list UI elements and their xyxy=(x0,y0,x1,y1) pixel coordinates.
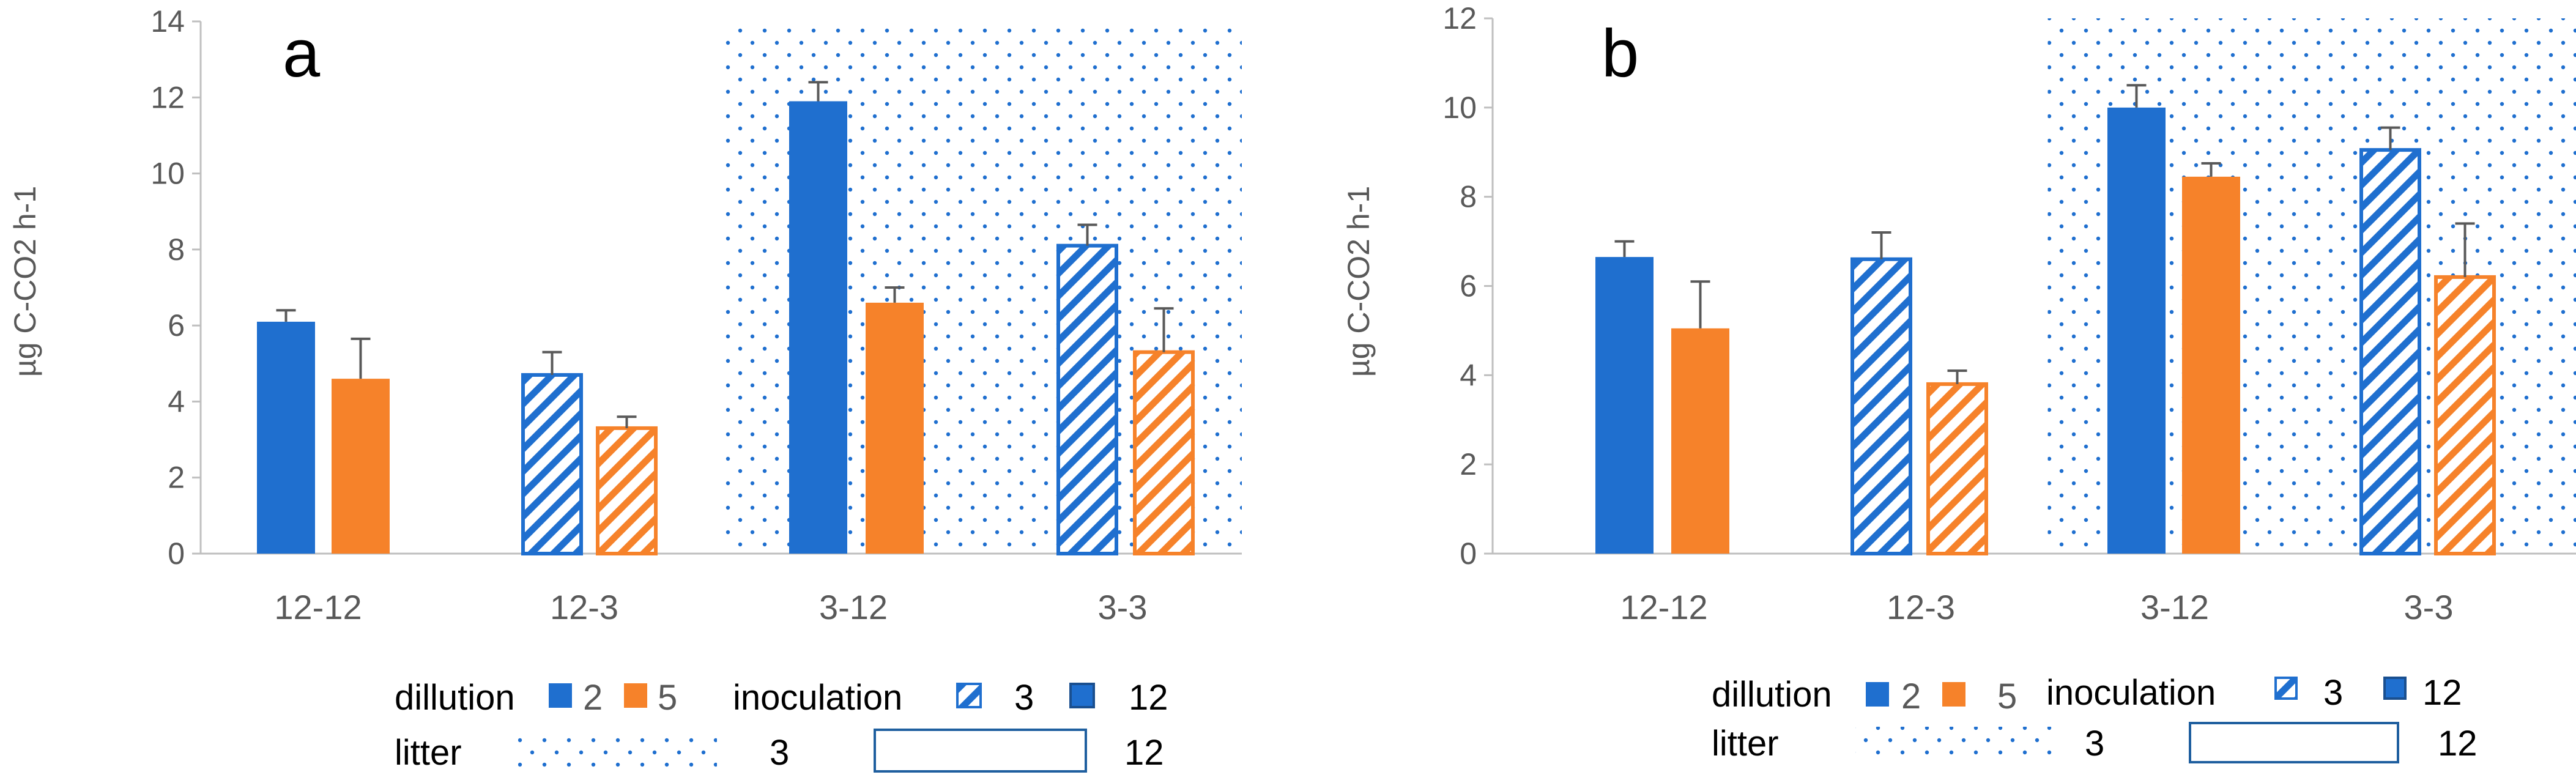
legend-dillution-5: 5 xyxy=(658,678,677,718)
legend-inoculation-12: 12 xyxy=(2422,673,2462,713)
legend-swatch-litter-3 xyxy=(518,732,717,771)
y-tick-label: 12 xyxy=(1442,1,1477,35)
legend-litter-3: 3 xyxy=(2085,724,2104,763)
panel-a: µg C-CO2 h-1 a 0 2 4 6 8 10 12 14 12-12 12-3 3-12 3… xyxy=(8,4,1242,626)
panel-label-a: a xyxy=(283,16,321,91)
legend-swatch-dillution-5 xyxy=(1942,682,1965,707)
y-tick-label: 0 xyxy=(1460,536,1477,571)
legend-a: dillution 2 5 inoculation 3 12 litter 3 … xyxy=(395,678,1168,773)
y-tick-label: 2 xyxy=(168,461,185,495)
legend-dillution-2: 2 xyxy=(1901,677,1921,716)
legend-inoculation-label: inoculation xyxy=(733,678,902,718)
legend-swatch-litter-12 xyxy=(2189,722,2399,763)
y-axis-label-b: µg C-CO2 h-1 xyxy=(1342,186,1376,377)
y-tick-label: 8 xyxy=(1460,180,1477,214)
x-tick-label: 12-12 xyxy=(274,588,362,626)
legend-inoculation-12: 12 xyxy=(1129,678,1168,718)
legend-swatch-dillution-2 xyxy=(1866,682,1889,707)
legend-litter-12: 12 xyxy=(1124,733,1164,773)
legend-swatch-inoculation-3 xyxy=(956,683,982,708)
y-tick-label: 4 xyxy=(1460,358,1477,392)
y-tick-label: 10 xyxy=(150,157,185,191)
x-tick-label: 3-12 xyxy=(2140,588,2209,626)
legend-litter-3: 3 xyxy=(770,733,789,773)
legend-inoculation-label: inoculation xyxy=(2046,673,2216,713)
legend-swatch-litter-3 xyxy=(1855,727,2054,761)
bar-3-12-dilution-5 xyxy=(866,302,924,554)
legend-dillution-2: 2 xyxy=(583,678,603,718)
legend-dillution-5: 5 xyxy=(1997,677,2017,716)
y-tick-label: 8 xyxy=(168,232,185,267)
bar-12-3-dilution-2 xyxy=(521,373,583,556)
y-tick-label: 6 xyxy=(168,308,185,343)
bar-12-3-dilution-5 xyxy=(596,426,658,556)
panel-b: µg C-CO2 h-1 b 0 2 4 6 8 10 12 12-12 12-3 3-12 3-3 xyxy=(1342,1,2576,626)
y-tick-label: 2 xyxy=(1460,447,1477,481)
legend-swatch-dillution-5 xyxy=(624,683,647,708)
y-tick-label: 6 xyxy=(1460,269,1477,303)
x-tick-label: 12-12 xyxy=(1620,588,1707,626)
bar-3-12-dilution-2 xyxy=(789,101,847,554)
bar-3-3-dilution-5 xyxy=(2434,275,2496,555)
legend-swatch-inoculation-12 xyxy=(2383,677,2407,700)
plot-area-b: 0 2 4 6 8 10 12 12-12 12-3 3-12 3-3 xyxy=(1442,1,2576,626)
bar-3-12-dilution-2 xyxy=(2107,107,2166,554)
legend-dillution-label: dillution xyxy=(1712,675,1832,714)
x-tick-label: 3-3 xyxy=(2404,588,2454,626)
bar-12-12-dilution-5 xyxy=(332,379,390,554)
bar-12-12-dilution-5 xyxy=(1671,328,1729,554)
bar-3-3-dilution-5 xyxy=(1133,350,1195,556)
bar-3-12-dilution-5 xyxy=(2182,176,2240,554)
y-tick-label: 14 xyxy=(150,4,185,39)
legend-litter-12: 12 xyxy=(2438,724,2478,763)
y-tick-label: 0 xyxy=(168,536,185,571)
bar-3-3-dilution-2 xyxy=(1056,243,1118,555)
legend-inoculation-3: 3 xyxy=(2323,673,2343,713)
bar-12-12-dilution-2 xyxy=(1595,257,1654,554)
legend-inoculation-3: 3 xyxy=(1014,678,1034,718)
bar-12-3-dilution-5 xyxy=(1926,382,1988,556)
panel-label-b: b xyxy=(1602,16,1639,91)
bar-3-3-dilution-2 xyxy=(2359,148,2421,555)
legend-swatch-litter-12 xyxy=(874,729,1087,773)
legend-dillution-label: dillution xyxy=(395,678,515,718)
legend-litter-label: litter xyxy=(395,733,462,773)
legend-b: dillution 2 5 inoculation 3 12 litter 3 … xyxy=(1712,673,2478,763)
legend-swatch-dillution-2 xyxy=(549,683,572,708)
legend-swatch-inoculation-12 xyxy=(1069,683,1095,708)
plot-area-a: 0 2 4 6 8 10 12 14 12-12 12-3 3-12 3-3 xyxy=(150,4,1242,626)
y-tick-label: 12 xyxy=(150,80,185,114)
y-axis-label-a: µg C-CO2 h-1 xyxy=(8,186,42,377)
bar-12-3-dilution-2 xyxy=(1850,257,1912,555)
y-tick-label: 4 xyxy=(168,384,185,418)
legend-litter-label: litter xyxy=(1712,724,1779,763)
legend-swatch-inoculation-3 xyxy=(2274,677,2298,700)
x-tick-label: 12-3 xyxy=(1887,588,1955,626)
y-tick-label: 10 xyxy=(1442,91,1477,125)
x-tick-label: 12-3 xyxy=(550,588,618,626)
x-tick-label: 3-12 xyxy=(819,588,888,626)
x-tick-label: 3-3 xyxy=(1098,588,1148,626)
bar-12-12-dilution-2 xyxy=(257,321,315,554)
